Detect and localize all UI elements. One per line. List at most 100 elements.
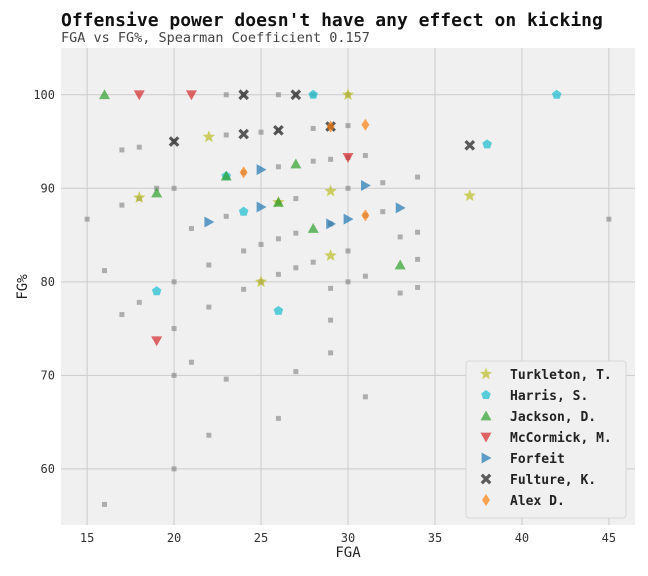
background-point	[362, 394, 368, 400]
background-point	[101, 268, 107, 274]
background-point	[188, 226, 194, 232]
background-point	[119, 312, 125, 318]
x-axis-label: FGA	[335, 545, 361, 561]
background-point	[171, 185, 177, 191]
background-point	[171, 279, 177, 285]
y-tick-label: 100	[33, 88, 55, 102]
point-jackson-d	[151, 187, 163, 198]
point-forfeit	[326, 218, 337, 230]
x-tick-label: 30	[341, 531, 355, 545]
background-point	[223, 92, 229, 98]
background-point	[223, 132, 229, 138]
y-axis-label: FG%	[15, 274, 31, 300]
point-turkleton-t	[133, 191, 146, 203]
legend-marker-harris-s	[481, 390, 491, 400]
point-harris-s	[238, 206, 249, 216]
point-fulture-k	[238, 128, 249, 140]
legend-label: McCormick, M.	[510, 431, 612, 446]
point-jackson-d	[290, 158, 302, 169]
legend-marker-forfeit	[481, 452, 492, 464]
background-point	[328, 350, 334, 356]
point-fulture-k	[238, 89, 249, 101]
background-point	[415, 284, 421, 290]
background-point	[275, 415, 281, 421]
point-mccormick-m	[133, 90, 145, 101]
background-point	[310, 259, 316, 265]
background-point	[415, 174, 421, 180]
background-point	[188, 359, 194, 365]
legend-marker-jackson-d	[480, 410, 492, 421]
x-tick-label: 15	[80, 531, 94, 545]
background-point	[241, 248, 247, 254]
legend-marker-mccormick-m	[480, 432, 492, 443]
point-fulture-k	[273, 124, 284, 136]
legend-marker-alex-d	[482, 494, 490, 506]
background-point	[275, 271, 281, 277]
background-point	[362, 273, 368, 279]
point-fulture-k	[290, 89, 302, 101]
background-point	[223, 376, 229, 382]
x-tick-label: 20	[167, 531, 181, 545]
point-mccormick-m	[151, 336, 163, 347]
point-mccormick-m	[185, 90, 197, 101]
background-point	[328, 285, 334, 291]
background-point	[310, 125, 316, 131]
legend-marker-turkleton-t	[479, 367, 493, 380]
background-point	[275, 92, 281, 98]
legend-label: Jackson, D.	[510, 410, 596, 425]
x-tick-label: 40	[515, 531, 529, 545]
background-point	[293, 230, 299, 236]
background-point	[206, 262, 212, 268]
background-point	[345, 248, 351, 254]
point-turkleton-t	[324, 249, 337, 261]
background-point	[397, 234, 403, 240]
y-tick-label: 90	[41, 181, 55, 195]
background-point	[293, 369, 299, 375]
point-fulture-k	[464, 139, 476, 151]
point-alex-d	[326, 120, 335, 133]
background-point	[171, 372, 177, 378]
background-point	[275, 164, 281, 170]
background-point	[258, 129, 264, 135]
point-jackson-d	[272, 196, 284, 207]
point-fulture-k	[168, 136, 180, 147]
background-point	[397, 290, 403, 296]
legend-label: Harris, S.	[510, 389, 588, 404]
y-tick-label: 70	[41, 368, 55, 382]
background-point	[380, 180, 386, 186]
point-harris-s	[308, 89, 318, 99]
background-point	[171, 466, 177, 472]
point-forfeit	[204, 216, 215, 228]
background-point	[258, 241, 264, 247]
point-harris-s	[482, 139, 492, 149]
point-harris-s	[273, 305, 284, 315]
legend-marker-fulture-k	[480, 473, 492, 485]
legend-box	[465, 360, 627, 519]
background-point	[380, 209, 386, 215]
background-point	[171, 326, 177, 332]
background-point	[84, 216, 90, 222]
point-jackson-d	[220, 170, 232, 181]
point-turkleton-t	[254, 275, 268, 288]
background-point	[206, 432, 212, 438]
background-point	[293, 196, 299, 202]
point-forfeit	[360, 179, 371, 191]
point-alex-d	[361, 118, 370, 131]
point-turkleton-t	[463, 189, 476, 202]
point-turkleton-t	[324, 184, 337, 197]
background-point	[223, 213, 229, 219]
point-alex-d	[239, 166, 248, 179]
point-forfeit	[343, 213, 354, 225]
background-point	[415, 256, 421, 262]
x-tick-labels: 15 20 25 30 35 40 45	[80, 531, 616, 545]
x-tick-label: 45	[602, 531, 616, 545]
background-point	[241, 286, 247, 292]
background-point	[275, 236, 281, 242]
background-point	[310, 158, 316, 164]
background-point	[606, 216, 612, 222]
point-forfeit	[256, 201, 267, 213]
chart-subtitle: FGA vs FG%, Spearman Coefficient 0.157	[61, 30, 370, 46]
point-turkleton-t	[341, 88, 355, 101]
chart-title: Offensive power doesn't have any effect …	[61, 10, 603, 31]
